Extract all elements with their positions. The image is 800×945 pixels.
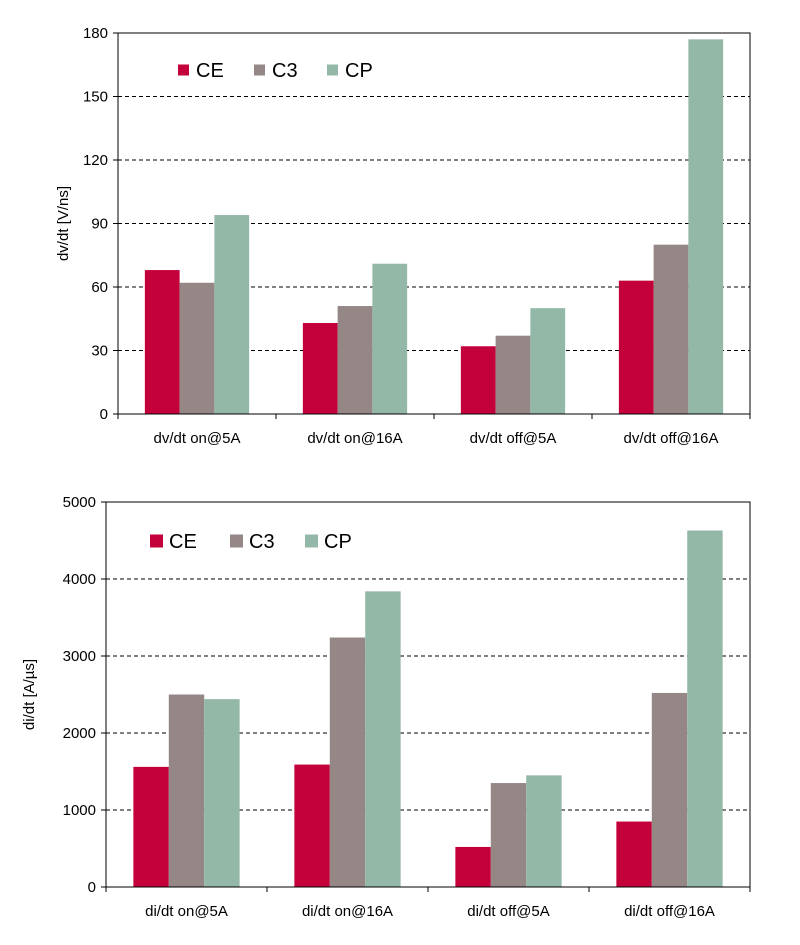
bar-c3-2 (496, 336, 531, 414)
bar-ce-1 (294, 765, 329, 887)
chart-figure: 0 30 60 90 120 150 180 dv/dt on@5A dv/dt on@16A d… (0, 0, 800, 945)
bar-c3-1 (330, 638, 365, 887)
legend-label-ce: CE (169, 531, 197, 553)
x-category-label: di/dt off@5A (467, 903, 550, 920)
bar-c3-3 (652, 693, 687, 887)
legend-swatch-cp (305, 535, 318, 548)
bar-ce-2 (461, 346, 496, 414)
y-tick-label: 180 (83, 25, 108, 42)
bar-cp-1 (372, 264, 407, 414)
y-tick-label: 4000 (63, 571, 96, 588)
chart-dvdt: 0 30 60 90 120 150 180 dv/dt on@5A dv/dt on@16A d… (55, 25, 750, 447)
bar-ce-2 (455, 847, 490, 887)
legend-label-c3: C3 (249, 531, 275, 553)
legend-label-ce: CE (196, 60, 224, 82)
bar-ce-3 (619, 281, 654, 414)
y-tick-label: 120 (83, 152, 108, 169)
legend-label-cp: CP (345, 60, 373, 82)
x-category-label: di/dt on@5A (145, 903, 228, 920)
bar-cp-0 (214, 215, 249, 414)
x-category-label: dv/dt off@16A (623, 430, 718, 447)
bar-c3-3 (654, 245, 689, 414)
x-category-label: dv/dt on@5A (154, 430, 241, 447)
y-tick-label: 5000 (63, 494, 96, 511)
y-tick-label: 1000 (63, 802, 96, 819)
y-tick-label: 90 (91, 216, 108, 233)
bar-ce-1 (303, 323, 338, 414)
bar-cp-3 (688, 39, 723, 414)
y-tick-label: 3000 (63, 648, 96, 665)
y-tick-label: 150 (83, 89, 108, 106)
bar-cp-2 (530, 308, 565, 414)
bar-ce-3 (616, 822, 651, 887)
y-tick-label: 30 (91, 343, 108, 360)
bar-c3-0 (180, 283, 215, 414)
legend-label-c3: C3 (272, 60, 298, 82)
bar-c3-2 (491, 783, 526, 887)
legend-swatch-ce (150, 535, 163, 548)
y-axis-title: di/dt [A/µs] (21, 659, 38, 730)
bar-ce-0 (133, 767, 168, 887)
x-category-label: di/dt on@16A (302, 903, 393, 920)
legend-swatch-cp (327, 65, 338, 76)
x-category-label: di/dt off@16A (624, 903, 715, 920)
bar-ce-0 (145, 270, 180, 414)
y-tick-label: 0 (100, 406, 108, 423)
y-tick-label: 60 (91, 279, 108, 296)
bar-cp-3 (687, 530, 722, 887)
bar-c3-0 (169, 695, 204, 888)
bar-cp-2 (526, 775, 561, 887)
legend-swatch-c3 (230, 535, 243, 548)
bar-cp-1 (365, 591, 400, 887)
bar-cp-0 (204, 699, 239, 887)
chart-didt: 0 1000 2000 3000 4000 5000 di/dt on@5A di/dt on… (21, 494, 750, 920)
x-category-label: dv/dt off@5A (470, 430, 557, 447)
y-tick-label: 0 (88, 879, 96, 896)
legend-swatch-c3 (254, 65, 265, 76)
y-axis-title: dv/dt [V/ns] (55, 186, 72, 261)
bar-c3-1 (338, 306, 373, 414)
legend-label-cp: CP (324, 531, 352, 553)
legend-swatch-ce (178, 65, 189, 76)
y-tick-label: 2000 (63, 725, 96, 742)
x-category-label: dv/dt on@16A (307, 430, 402, 447)
